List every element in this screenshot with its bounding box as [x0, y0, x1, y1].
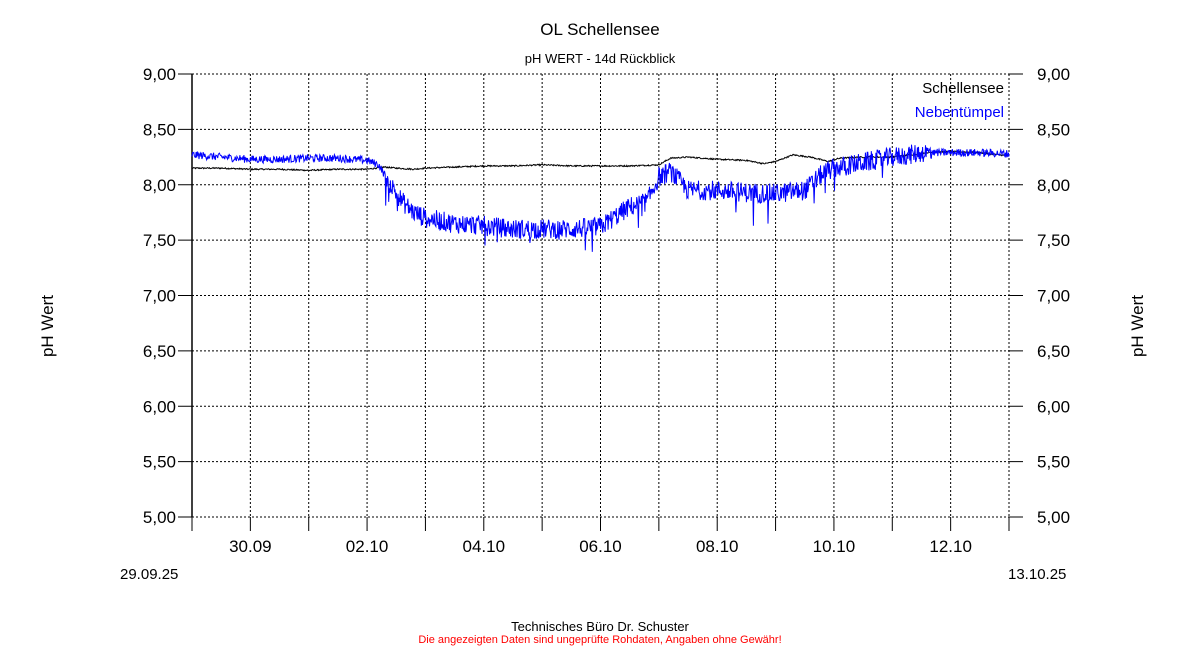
y-tick-label-left: 5,00 — [143, 508, 176, 527]
y-tick-label-right: 7,50 — [1037, 231, 1070, 250]
legend-entry: Schellensee — [922, 80, 1004, 97]
x-end-date: 13.10.25 — [1008, 566, 1067, 583]
y-tick-label-left: 6,00 — [143, 397, 176, 416]
y-tick-label-left: 7,00 — [143, 287, 176, 306]
y-tick-label-right: 9,00 — [1037, 65, 1070, 84]
y-tick-label-right: 5,50 — [1037, 453, 1070, 472]
y-tick-label-right: 7,00 — [1037, 287, 1070, 306]
grid-lines — [191, 73, 1010, 518]
y-axis-label-left: pH Wert — [38, 294, 57, 358]
x-tick-label: 12.10 — [929, 537, 972, 556]
footer-disclaimer: Die angezeigten Daten sind ungeprüfte Ro… — [418, 634, 782, 646]
y-tick-label-right: 8,50 — [1037, 120, 1070, 139]
y-tick-label-left: 9,00 — [143, 65, 176, 84]
y-tick-label-right: 8,00 — [1037, 176, 1070, 195]
chart-subtitle: pH WERT - 14d Rückblick — [524, 51, 676, 66]
y-tick-label-left: 8,00 — [143, 176, 176, 195]
axes: 5,00 5,00 5,50 5,50 6,00 6,00 6,50 6,50 7,00 7,00… — [143, 65, 1070, 556]
y-tick-label-left: 8,50 — [143, 120, 176, 139]
y-axis-label-right: pH Wert — [1128, 294, 1147, 358]
legend: Schellensee Nebentümpel — [915, 80, 1004, 121]
x-tick-label: 30.09 — [229, 537, 272, 556]
y-tick-label-right: 6,50 — [1037, 342, 1070, 361]
chart-title: OL Schellensee — [540, 20, 660, 39]
y-tick-label-right: 5,00 — [1037, 508, 1070, 527]
x-tick-label: 08.10 — [696, 537, 739, 556]
x-tick-label: 04.10 — [463, 537, 506, 556]
x-tick-label: 10.10 — [813, 537, 856, 556]
y-tick-label-left: 6,50 — [143, 342, 176, 361]
series-lines — [191, 144, 1010, 252]
series-line-nebentuempel — [191, 144, 1010, 252]
y-tick-label-right: 6,00 — [1037, 397, 1070, 416]
y-tick-label-left: 5,50 — [143, 453, 176, 472]
legend-entry: Nebentümpel — [915, 104, 1004, 121]
y-tick-label-left: 7,50 — [143, 231, 176, 250]
x-tick-label: 06.10 — [579, 537, 622, 556]
x-tick-label: 02.10 — [346, 537, 389, 556]
x-start-date: 29.09.25 — [120, 566, 179, 583]
footer-credit: Technisches Büro Dr. Schuster — [511, 619, 689, 634]
